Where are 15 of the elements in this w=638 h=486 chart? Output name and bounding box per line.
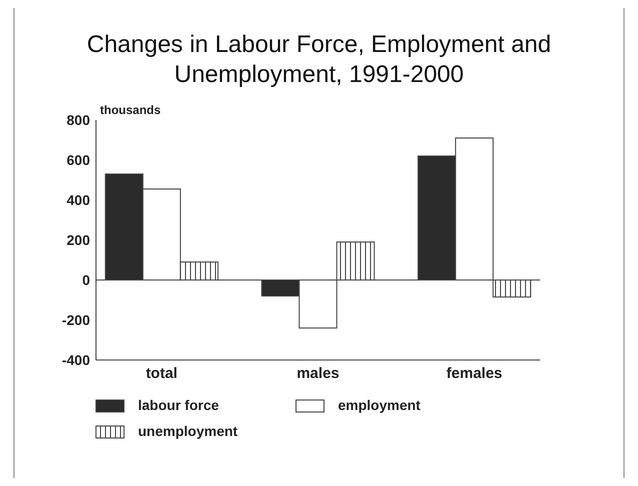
x-tick-label: females bbox=[446, 365, 502, 382]
legend-label: unemployment bbox=[138, 423, 238, 439]
y-axis-title: thousands bbox=[100, 103, 161, 117]
legend-label: employment bbox=[338, 397, 421, 413]
legend-label: labour force bbox=[138, 397, 220, 413]
y-tick-label: 0 bbox=[82, 272, 90, 288]
y-tick-label: 800 bbox=[66, 112, 90, 128]
y-tick-label: -200 bbox=[62, 312, 90, 328]
x-tick-label: total bbox=[146, 365, 178, 382]
y-tick-label: 600 bbox=[66, 152, 90, 168]
x-tick-label: males bbox=[296, 365, 340, 382]
chart-title: Changes in Labour Force, Employment and Unemployment, 1991-2000 bbox=[86, 31, 552, 88]
y-tick-label: -400 bbox=[62, 352, 90, 368]
y-tick-label: 200 bbox=[66, 232, 90, 248]
y-tick-label: 400 bbox=[66, 192, 90, 208]
